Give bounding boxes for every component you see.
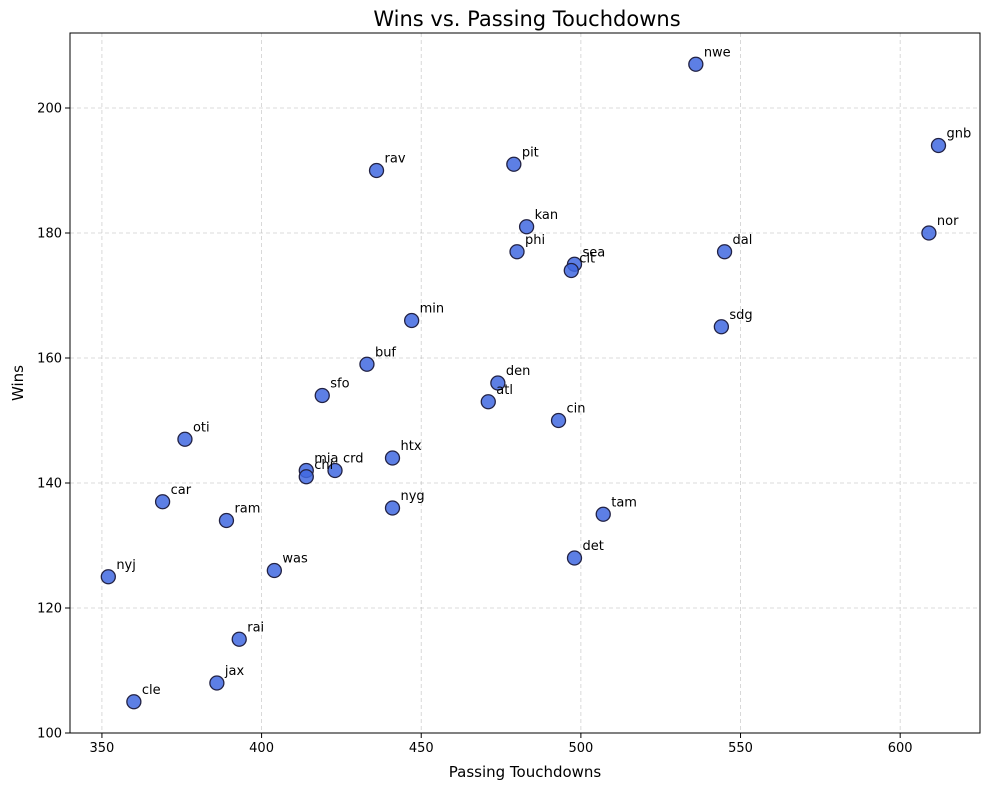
point-label: nor <box>937 214 959 229</box>
point-label: oti <box>193 420 210 435</box>
x-axis-label: Passing Touchdowns <box>449 763 602 781</box>
data-point <box>298 469 314 485</box>
data-point <box>384 500 401 516</box>
data-point <box>518 219 535 235</box>
point-label: mia <box>314 452 338 467</box>
point-label: gnb <box>946 127 971 142</box>
point-label: buf <box>375 345 396 360</box>
point-label: phi <box>525 233 545 248</box>
point-label: chi <box>314 458 333 473</box>
data-point <box>177 431 193 447</box>
point-label: atl <box>496 383 513 398</box>
data-point <box>403 312 420 329</box>
x-tick-label: 350 <box>90 741 115 756</box>
point-label: clt <box>579 252 595 267</box>
data-point <box>566 550 583 566</box>
point-label: pit <box>522 145 539 160</box>
point-label: tam <box>611 495 637 510</box>
x-tick-label: 600 <box>888 741 913 756</box>
point-label: nyj <box>116 558 136 573</box>
point-label: nwe <box>704 45 731 60</box>
point-label: det <box>582 539 603 554</box>
y-tick-label: 100 <box>37 727 62 742</box>
data-point <box>266 562 283 579</box>
data-point <box>563 262 579 279</box>
data-point <box>384 450 401 466</box>
point-label: dal <box>733 233 753 248</box>
point-label: was <box>282 552 308 567</box>
data-point <box>154 494 171 510</box>
data-point <box>368 162 385 179</box>
y-tick-label: 160 <box>37 352 62 367</box>
point-label: sea <box>582 245 605 260</box>
data-point <box>688 56 704 72</box>
data-point <box>921 225 937 241</box>
point-label: htx <box>400 439 421 454</box>
chart-title: Wins vs. Passing Touchdowns <box>373 7 680 31</box>
point-label: jax <box>224 664 245 679</box>
point-label: nyg <box>400 489 424 504</box>
data-point <box>231 631 247 647</box>
plot-frame <box>69 32 981 734</box>
data-point <box>490 375 506 391</box>
data-point <box>509 244 525 260</box>
point-label: sdg <box>729 308 752 323</box>
data-point <box>480 394 496 410</box>
data-points <box>100 56 947 710</box>
point-label: cle <box>142 683 161 698</box>
x-tick-label: 400 <box>249 741 274 756</box>
point-label: car <box>171 483 192 498</box>
point-label: ram <box>234 502 260 517</box>
point-label: crd <box>343 452 364 467</box>
point-label: den <box>506 364 530 379</box>
data-point <box>506 156 522 172</box>
data-point <box>209 675 225 691</box>
data-point <box>716 244 733 260</box>
data-point <box>713 319 730 335</box>
y-tick-label: 120 <box>37 602 62 617</box>
point-label: rai <box>247 620 264 635</box>
data-point <box>550 412 567 429</box>
data-point <box>359 356 375 372</box>
x-tick-label: 550 <box>728 741 753 756</box>
grid-lines <box>70 33 980 734</box>
data-point <box>930 137 947 154</box>
data-point <box>314 387 330 404</box>
x-tick-label: 500 <box>568 741 593 756</box>
point-label: kan <box>535 208 559 223</box>
data-point <box>595 506 611 522</box>
point-label: cin <box>567 402 586 417</box>
data-point <box>126 694 142 710</box>
data-point <box>218 512 235 529</box>
point-label: rav <box>385 152 406 167</box>
y-axis-label: Wins <box>9 365 27 401</box>
data-point <box>327 462 343 479</box>
point-label: sfo <box>330 377 349 392</box>
y-tick-label: 180 <box>37 227 62 242</box>
y-tick-label: 200 <box>37 102 62 117</box>
data-point <box>100 569 116 585</box>
axis-ticks: 350 400 450 500 550 600 100 120 140 160 180 200 <box>37 102 912 757</box>
x-tick-label: 450 <box>409 741 434 756</box>
point-label: min <box>420 302 445 317</box>
y-tick-label: 140 <box>37 477 62 492</box>
